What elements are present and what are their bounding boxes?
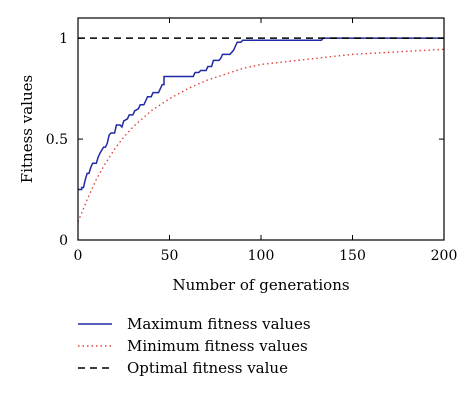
plot-frame: [77, 17, 445, 241]
series-layer: [77, 37, 445, 223]
x-tick-label: 0: [74, 248, 83, 264]
x-tick-label: 200: [431, 248, 458, 264]
x-tick-label: 100: [248, 248, 275, 264]
legend-label-3: Optimal fitness value: [127, 359, 288, 377]
y-tick-label: 0: [59, 233, 68, 249]
legend-label-2: Minimum fitness values: [127, 337, 308, 355]
y-tick-label: 0.5: [46, 132, 68, 148]
x-tick-label: 50: [161, 248, 179, 264]
y-axis-label: Fitness values: [18, 75, 36, 183]
x-axis-label: Number of generations: [172, 276, 349, 294]
ticks-layer: 0 50 100 150 200 0 0.5 1: [46, 18, 458, 264]
y-tick-label: 1: [59, 31, 68, 47]
legend-label-1: Maximum fitness values: [127, 315, 311, 333]
series-line-2: [77, 48, 445, 223]
legend: Maximum fitness values Minimum fitness va…: [78, 315, 311, 377]
series-line-1: [78, 37, 444, 191]
x-tick-label: 150: [339, 248, 366, 264]
